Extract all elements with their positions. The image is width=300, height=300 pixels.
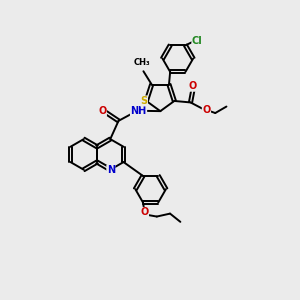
- Text: O: O: [98, 106, 106, 116]
- Text: S: S: [140, 96, 148, 106]
- Text: CH₃: CH₃: [134, 58, 150, 67]
- Text: Cl: Cl: [192, 36, 202, 46]
- Text: O: O: [140, 207, 148, 218]
- Text: O: O: [202, 105, 211, 115]
- Text: NH: NH: [130, 106, 147, 116]
- Text: N: N: [107, 165, 115, 175]
- Text: O: O: [189, 81, 197, 91]
